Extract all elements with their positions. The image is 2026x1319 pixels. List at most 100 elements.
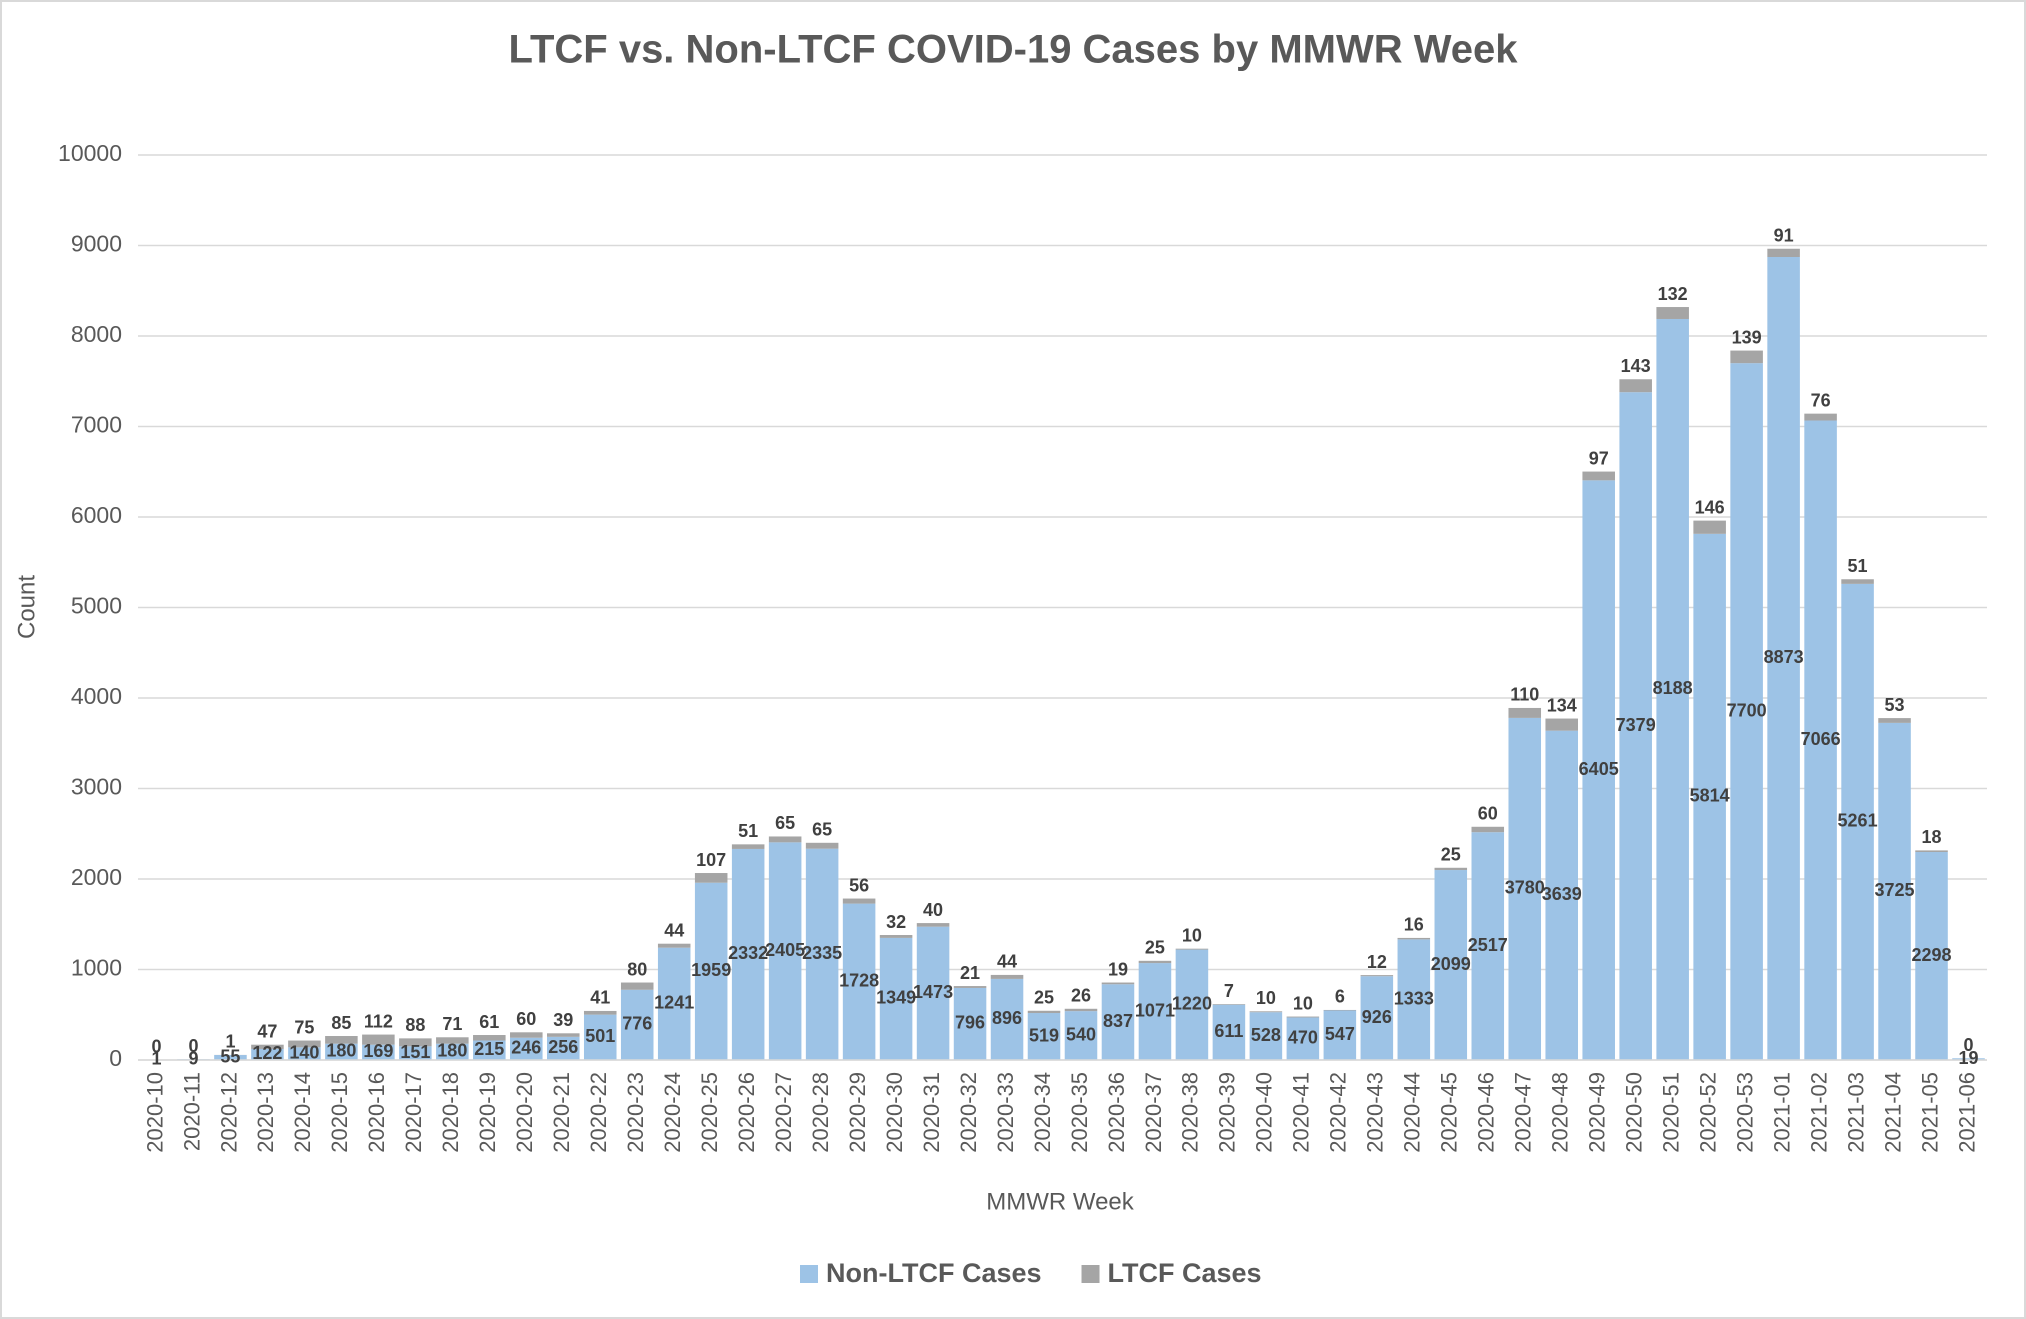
- bar-segment: [546, 1036, 580, 1060]
- bar-segment: [214, 1055, 247, 1060]
- x-tick-label: 2020-43: [1363, 1072, 1388, 1153]
- data-label: 2335: [802, 943, 842, 963]
- data-label: 3780: [1505, 878, 1545, 898]
- bar-segment: [1619, 379, 1652, 393]
- x-tick-label: 2021-04: [1880, 1072, 1905, 1153]
- bar-segment: [288, 1047, 321, 1060]
- x-tick-label: 2020-40: [1252, 1072, 1277, 1153]
- bar-segment: [620, 982, 654, 990]
- data-label: 926: [1362, 1007, 1392, 1027]
- x-tick-label: 2020-51: [1658, 1072, 1683, 1153]
- data-label: 112: [364, 1011, 393, 1031]
- bar-segment: [1323, 1009, 1357, 1011]
- x-tick-label: 2020-44: [1400, 1072, 1425, 1153]
- data-label: 2405: [765, 940, 805, 960]
- bar-segment: [620, 989, 654, 1060]
- bar-segment: [1027, 1013, 1061, 1060]
- bar-segment: [399, 1038, 432, 1047]
- bar-segment: [1656, 307, 1689, 319]
- data-label: 61: [479, 1012, 499, 1032]
- data-label: 7066: [1801, 729, 1841, 749]
- x-tick-label: 2020-23: [623, 1072, 648, 1153]
- bar-segment: [990, 978, 1024, 1060]
- bar-segment: [1138, 963, 1172, 1060]
- x-tick-label: 2021-05: [1917, 1072, 1942, 1153]
- x-tick-label: 2020-41: [1289, 1072, 1314, 1153]
- bar-segment: [1397, 937, 1431, 940]
- x-tick-label: 2020-19: [475, 1072, 500, 1153]
- bar-segment: [916, 926, 950, 1060]
- data-label: 12: [1367, 952, 1387, 972]
- y-tick-label: 0: [109, 1045, 122, 1071]
- bar-segment: [1434, 867, 1468, 871]
- bar-segment: [1471, 826, 1505, 833]
- x-tick-label: 2020-11: [179, 1072, 204, 1151]
- bar-segment: [1212, 1004, 1246, 1060]
- bar-segment: [731, 848, 765, 1060]
- data-label: 776: [622, 1014, 652, 1034]
- data-label: 6: [1335, 987, 1345, 1007]
- data-label: 80: [627, 959, 647, 979]
- data-label: 139: [1732, 327, 1762, 347]
- bar-segment: [1138, 960, 1172, 964]
- data-label: 132: [1658, 284, 1688, 304]
- data-label: 1: [151, 1049, 161, 1069]
- bar-segment: [1397, 939, 1431, 1060]
- bar-segment: [251, 1048, 284, 1060]
- bar-segment: [953, 987, 987, 1060]
- x-tick-label: 2020-35: [1067, 1072, 1092, 1153]
- bar-segment: [1878, 722, 1911, 1060]
- y-tick-label: 6000: [71, 502, 122, 528]
- y-tick-label: 5000: [71, 593, 122, 619]
- x-tick-label: 2021-03: [1843, 1072, 1868, 1153]
- y-tick-label: 3000: [71, 774, 122, 800]
- data-label: 26: [1071, 986, 1091, 1006]
- x-tick-label: 2020-31: [919, 1072, 944, 1153]
- data-label: 796: [955, 1013, 985, 1033]
- bar-segment: [768, 842, 802, 1060]
- x-tick-label: 2020-16: [364, 1072, 389, 1153]
- data-label: 0: [1964, 1035, 1974, 1055]
- data-label: 51: [738, 821, 758, 841]
- bar-segment: [1508, 717, 1542, 1060]
- data-label: 39: [553, 1010, 573, 1030]
- bar-segment: [288, 1040, 321, 1048]
- x-tick-label: 2021-02: [1806, 1072, 1831, 1153]
- data-label: 470: [1288, 1027, 1318, 1047]
- data-label: 151: [400, 1042, 430, 1062]
- data-label: 1333: [1394, 988, 1434, 1008]
- bar-segment: [657, 947, 691, 1060]
- data-label: 47: [257, 1021, 277, 1041]
- bar-segment: [990, 974, 1024, 979]
- data-label: 1349: [876, 988, 916, 1008]
- bar-segment: [510, 1037, 543, 1060]
- x-tick-label: 2020-12: [216, 1072, 241, 1153]
- data-label: 88: [405, 1015, 425, 1035]
- y-tick-label: 4000: [71, 683, 122, 709]
- bar-segment: [1175, 949, 1209, 1060]
- data-label: 107: [696, 850, 726, 870]
- data-label: 51: [1848, 556, 1868, 576]
- data-label: 169: [363, 1041, 393, 1061]
- data-label: 256: [548, 1037, 578, 1057]
- data-label: 8188: [1653, 678, 1693, 698]
- legend-swatch: [800, 1265, 818, 1283]
- data-label: 140: [289, 1042, 319, 1062]
- x-axis-label: MMWR Week: [986, 1188, 1135, 1215]
- data-label: 7700: [1727, 700, 1767, 720]
- bar-segment: [694, 873, 728, 883]
- bar-segment: [842, 903, 876, 1060]
- data-label: 0: [151, 1037, 161, 1057]
- bar-segment: [1323, 1010, 1357, 1060]
- bar-segment: [1804, 420, 1837, 1061]
- bar-segment: [436, 1037, 469, 1044]
- bar-segment: [1582, 480, 1615, 1060]
- bar-segment: [1249, 1012, 1283, 1060]
- data-label: 519: [1029, 1025, 1059, 1045]
- data-label: 44: [664, 920, 684, 940]
- data-label: 501: [585, 1026, 615, 1046]
- bar-segment: [916, 923, 950, 927]
- bar-segment: [1952, 1058, 1985, 1060]
- bar-segment: [1545, 718, 1579, 731]
- data-label: 10: [1293, 993, 1313, 1013]
